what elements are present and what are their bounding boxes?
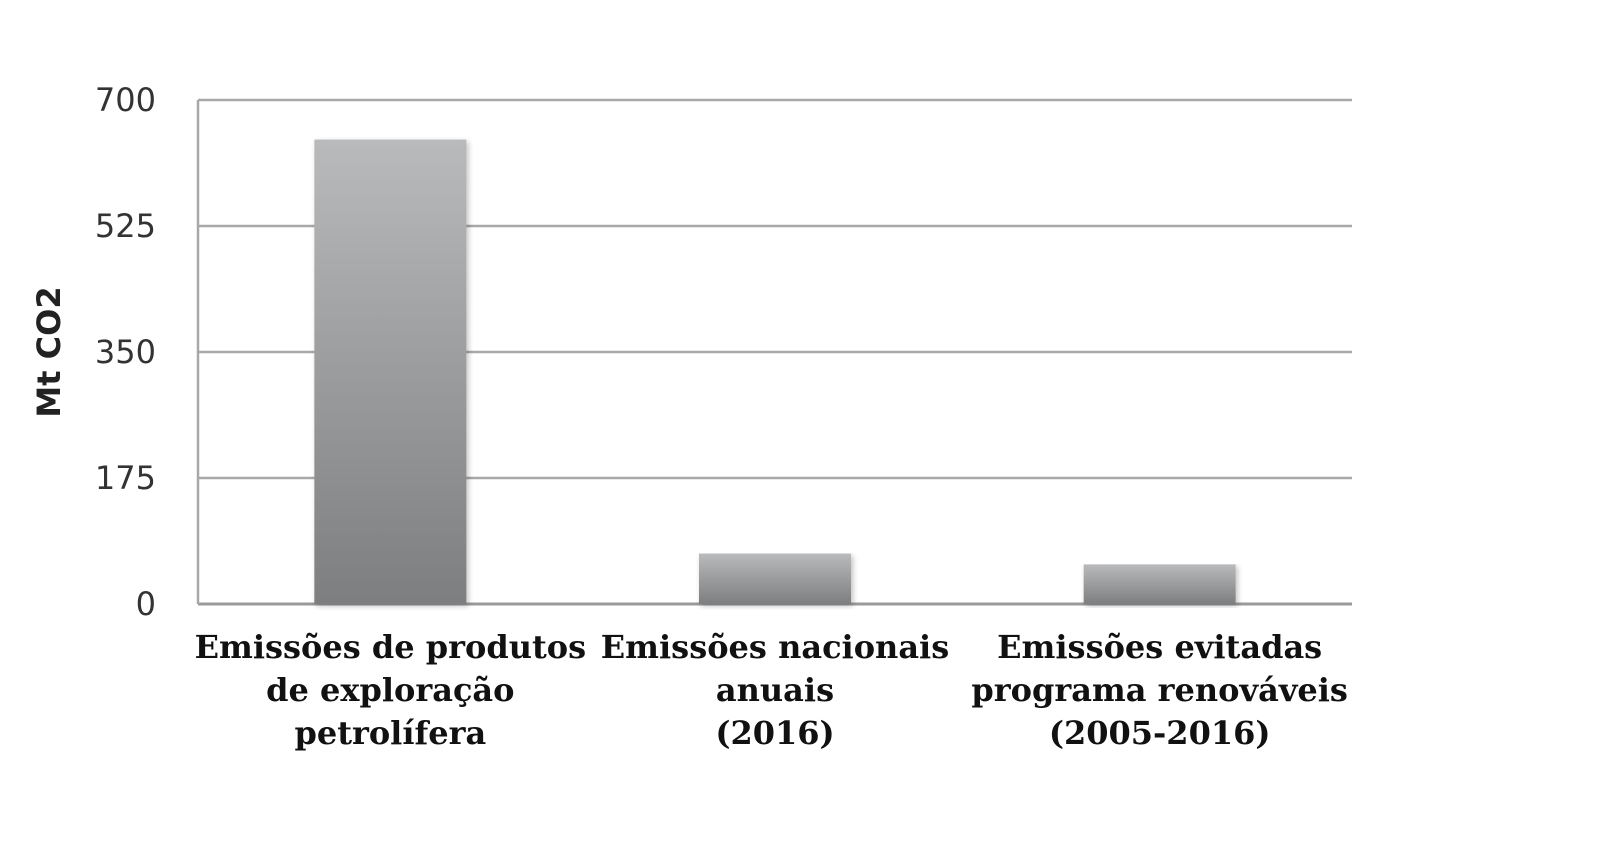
y-tick-label-700: 700 [95,81,156,119]
x-category-labels: Emissões de produtos de exploração petrolí… [195,628,1348,752]
y-tick-labels: 0 175 350 525 700 [95,81,156,623]
bar-2 [699,553,851,604]
y-tick-label-350: 350 [95,333,156,371]
x-category-label-1: Emissões de produtos de exploração petrolí… [195,628,587,752]
bar-3 [1083,564,1236,604]
x-category-label-2: Emissões nacionais anuais (2016) [601,628,949,752]
y-tick-label-175: 175 [95,459,156,497]
bars [314,139,1236,604]
y-tick-label-525: 525 [95,207,156,245]
y-tick-label-0: 0 [136,585,156,623]
bar-1 [314,139,467,604]
x-category-label-3: Emissões evitadas programa renováveis (200… [971,628,1348,752]
y-axis-label: Mt CO2 [30,286,68,417]
